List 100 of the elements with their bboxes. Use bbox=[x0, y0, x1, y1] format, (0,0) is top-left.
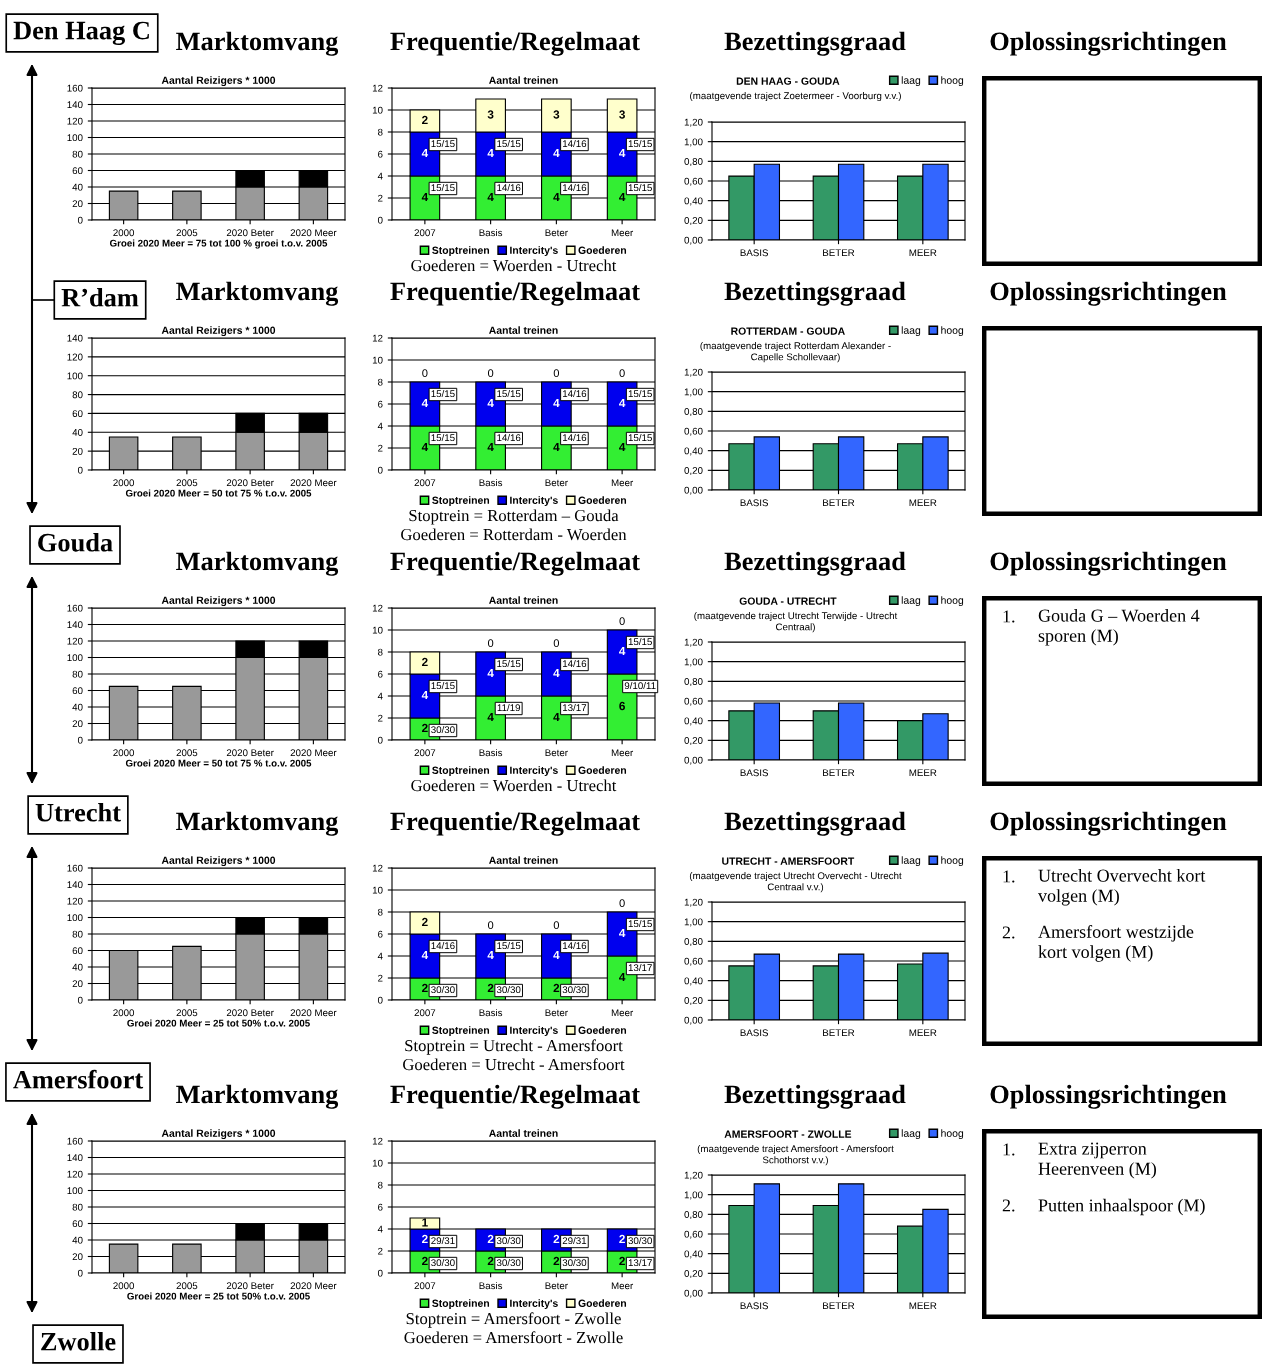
annotation: 15/15 bbox=[431, 183, 455, 192]
legend-label: hoog bbox=[941, 856, 964, 867]
text: (maatgevende traject Zoetermeer - Voorburg v.v.) bbox=[690, 92, 901, 102]
x-tick-label: Meer bbox=[611, 479, 634, 487]
data-label: 1 bbox=[422, 1218, 428, 1227]
x-tick-label: 2007 bbox=[414, 479, 436, 487]
y-tick-label: 80 bbox=[72, 150, 83, 158]
data-label: 2 bbox=[553, 983, 560, 993]
x-axis-title: Groei 2020 Meer = 50 tot 75 % t.o.v. 2005 bbox=[125, 489, 312, 497]
data-label: 0 bbox=[553, 921, 560, 930]
annotation: 14/16 bbox=[563, 941, 587, 950]
y-tick-label: 0 bbox=[377, 736, 383, 744]
data-label: 0 bbox=[619, 899, 625, 908]
data-label: 6 bbox=[619, 701, 625, 711]
annotation: 14/16 bbox=[563, 659, 587, 668]
data-label: 2 bbox=[619, 1256, 625, 1266]
x-tick-label: 2020 Beter bbox=[226, 479, 274, 487]
text: (maatgevende traject Amersfoort - Amersfoort Schothorst v.v.) bbox=[697, 1145, 894, 1166]
data-label: 0 bbox=[422, 369, 428, 378]
legend-label: Intercity's bbox=[510, 496, 558, 507]
y-tick-label: 2 bbox=[378, 974, 383, 982]
data-label: 3 bbox=[487, 110, 494, 119]
data-label: 2 bbox=[619, 1234, 625, 1244]
y-tick-label: 100 bbox=[67, 654, 83, 662]
text: Goederen = Amersfoort - Zwolle bbox=[404, 1331, 623, 1344]
text: Stoptrein = Rotterdam – Gouda bbox=[409, 509, 619, 525]
y-tick-label: 0,60 bbox=[684, 427, 703, 436]
x-tick-label: 2007 bbox=[414, 1282, 436, 1290]
annotation: 13/17 bbox=[628, 1258, 652, 1267]
annotation: 14/16 bbox=[563, 139, 587, 148]
y-tick-label: 40 bbox=[72, 183, 83, 191]
data-label: 2 bbox=[422, 1234, 428, 1244]
x-tick-label: Beter bbox=[545, 479, 568, 487]
x-tick-label: MEER bbox=[909, 249, 937, 257]
legend-label: Goederen bbox=[578, 1026, 627, 1034]
y-tick-label: 20 bbox=[72, 1253, 83, 1261]
x-tick-label: 2020 Meer bbox=[290, 749, 337, 757]
y-tick-label: 140 bbox=[67, 334, 83, 342]
y-tick-label: 0 bbox=[77, 1269, 83, 1277]
x-tick-label: BASIS bbox=[740, 499, 769, 507]
text: Oplossingsrichtingen bbox=[990, 31, 1227, 56]
legend-label: hoog bbox=[941, 1129, 964, 1140]
y-tick-label: 140 bbox=[67, 621, 83, 629]
data-label: 4 bbox=[487, 950, 494, 960]
annotation: 15/15 bbox=[628, 637, 652, 646]
chart-subtitle: GOUDA - UTRECHT bbox=[739, 597, 837, 605]
text: Zwolle bbox=[41, 1332, 116, 1351]
legend-label: Stoptreinen bbox=[432, 1026, 490, 1037]
chart-title: Marktomvang bbox=[176, 1084, 339, 1109]
x-tick-label: 2020 Beter bbox=[226, 1009, 274, 1017]
text: 1. Gouda G – Woerden 4 sporen (M) bbox=[1003, 609, 1200, 646]
y-tick-label: 12 bbox=[372, 84, 383, 92]
y-tick-label: 0 bbox=[77, 996, 83, 1004]
y-tick-label: 10 bbox=[372, 1159, 383, 1167]
x-tick-label: 2007 bbox=[414, 749, 436, 757]
x-tick-label: Basis bbox=[479, 1009, 503, 1017]
y-tick-label: 0,40 bbox=[684, 197, 703, 206]
y-tick-label: 0 bbox=[77, 466, 83, 474]
y-tick-label: 6 bbox=[378, 400, 383, 408]
y-tick-label: 0 bbox=[377, 1269, 383, 1277]
x-tick-label: 2007 bbox=[414, 1009, 436, 1017]
chart-title: Frequentie/Regelmaat bbox=[390, 281, 640, 306]
y-tick-label: 8 bbox=[377, 1181, 383, 1189]
annotation: 14/16 bbox=[497, 183, 521, 192]
data-label: 4 bbox=[487, 398, 494, 408]
y-tick-label: 0,20 bbox=[684, 997, 703, 1006]
y-tick-label: 100 bbox=[67, 914, 83, 922]
text: Amersfoort bbox=[13, 1069, 144, 1089]
chart-subtitle: ROTTERDAM - GOUDA bbox=[731, 327, 845, 335]
y-tick-label: 20 bbox=[72, 720, 83, 728]
text: Stoptrein = Utrecht - Amersfoort bbox=[405, 1039, 623, 1055]
data-label: 2 bbox=[487, 983, 494, 993]
y-tick-label: 0,00 bbox=[684, 486, 703, 495]
text: Den Haag C bbox=[13, 21, 149, 45]
data-label: 2 bbox=[422, 657, 428, 667]
annotation: 30/30 bbox=[431, 725, 455, 734]
annotation: 14/16 bbox=[563, 183, 587, 192]
chart-title: Bezettingsgraad bbox=[724, 551, 906, 576]
y-tick-label: 60 bbox=[72, 947, 83, 955]
chart-title: Marktomvang bbox=[176, 551, 339, 576]
x-tick-label: 2000 bbox=[113, 229, 135, 237]
data-label: 4 bbox=[553, 148, 560, 158]
y-tick-label: 140 bbox=[67, 101, 83, 109]
data-label: 4 bbox=[553, 192, 560, 202]
y-tick-label: 8 bbox=[377, 648, 383, 656]
y-tick-label: 0,40 bbox=[684, 447, 703, 456]
y-tick-label: 0,00 bbox=[684, 1016, 703, 1025]
chart-title: Marktomvang bbox=[176, 811, 339, 836]
x-tick-label: Meer bbox=[611, 1282, 634, 1290]
chart-title: Bezettingsgraad bbox=[724, 811, 906, 836]
y-tick-label: 160 bbox=[67, 84, 83, 92]
y-tick-label: 12 bbox=[372, 864, 383, 872]
x-tick-label: Basis bbox=[479, 1282, 503, 1290]
y-tick-label: 20 bbox=[72, 200, 83, 208]
annotation: 30/30 bbox=[496, 1258, 521, 1267]
y-tick-label: 8 bbox=[377, 128, 383, 136]
legend-label: Stoptreinen bbox=[432, 1299, 490, 1310]
legend-label: Intercity's bbox=[510, 1026, 558, 1037]
legend-label: hoog bbox=[941, 326, 964, 337]
annotation: 15/15 bbox=[628, 919, 652, 928]
